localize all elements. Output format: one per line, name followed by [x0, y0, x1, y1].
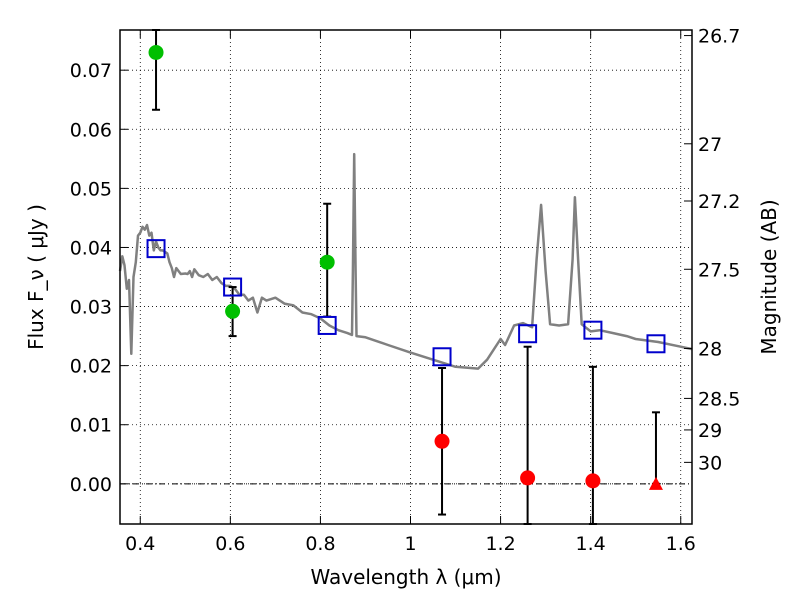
model-spectrum-line	[118, 152, 693, 370]
right-tick-label: 27	[698, 134, 722, 156]
photometry-point	[434, 433, 450, 449]
y-tick-label: 0.03	[70, 297, 112, 319]
photometry-point	[148, 44, 164, 60]
plot-background	[120, 30, 692, 524]
right-tick-label: 27.2	[698, 191, 740, 213]
model-flux-point	[518, 324, 538, 344]
y-tick-label: 0.07	[70, 60, 112, 82]
right-tick-label: 27.5	[698, 259, 740, 281]
right-axis-label: Magnitude (AB)	[757, 199, 781, 354]
right-tick-label: 29	[698, 420, 722, 442]
y-axis-label: Flux F_ν ( μJy )	[24, 204, 48, 350]
y-tick-label: 0.00	[70, 474, 112, 496]
photometry-point	[225, 303, 241, 319]
y-tick-label: 0.05	[70, 178, 112, 200]
y-tick-label: 0.01	[70, 415, 112, 437]
photometry-point	[585, 473, 601, 489]
plot-frame	[119, 29, 693, 525]
photometry-point	[319, 254, 335, 270]
x-tick-label: 0.8	[305, 533, 335, 555]
model-flux-point	[583, 320, 603, 340]
upper-limit-point	[648, 476, 663, 490]
right-tick-label: 28	[698, 338, 722, 360]
right-tick-label: 26.7	[698, 26, 740, 48]
y-tick-label: 0.04	[70, 237, 112, 259]
model-flux-point	[223, 277, 243, 297]
x-tick-label: 0.4	[125, 533, 155, 555]
y-tick-label: 0.06	[70, 119, 112, 141]
photometry-point	[520, 470, 536, 486]
right-tick-label: 30	[698, 452, 722, 474]
axes: 0.4 0.6 0.8 1 1.2 1.4 1.6 0.00 0.01 0.02 0.03 0.04 0…	[70, 26, 741, 555]
model-flux-point	[146, 239, 166, 259]
x-tick-label: 1.6	[666, 533, 696, 555]
model-flux-point	[646, 334, 666, 354]
x-tick-label: 0.6	[215, 533, 245, 555]
x-tick-label: 1.2	[485, 533, 515, 555]
x-tick-label: 1.4	[576, 533, 606, 555]
model-flux-point	[432, 347, 452, 367]
x-tick-label: 1	[404, 533, 416, 555]
right-tick-label: 28.5	[698, 388, 740, 410]
x-axis-label: Wavelength λ (μm)	[310, 565, 501, 589]
data-points	[146, 29, 666, 525]
model-flux-point	[317, 315, 337, 335]
y-tick-label: 0.02	[70, 356, 112, 378]
